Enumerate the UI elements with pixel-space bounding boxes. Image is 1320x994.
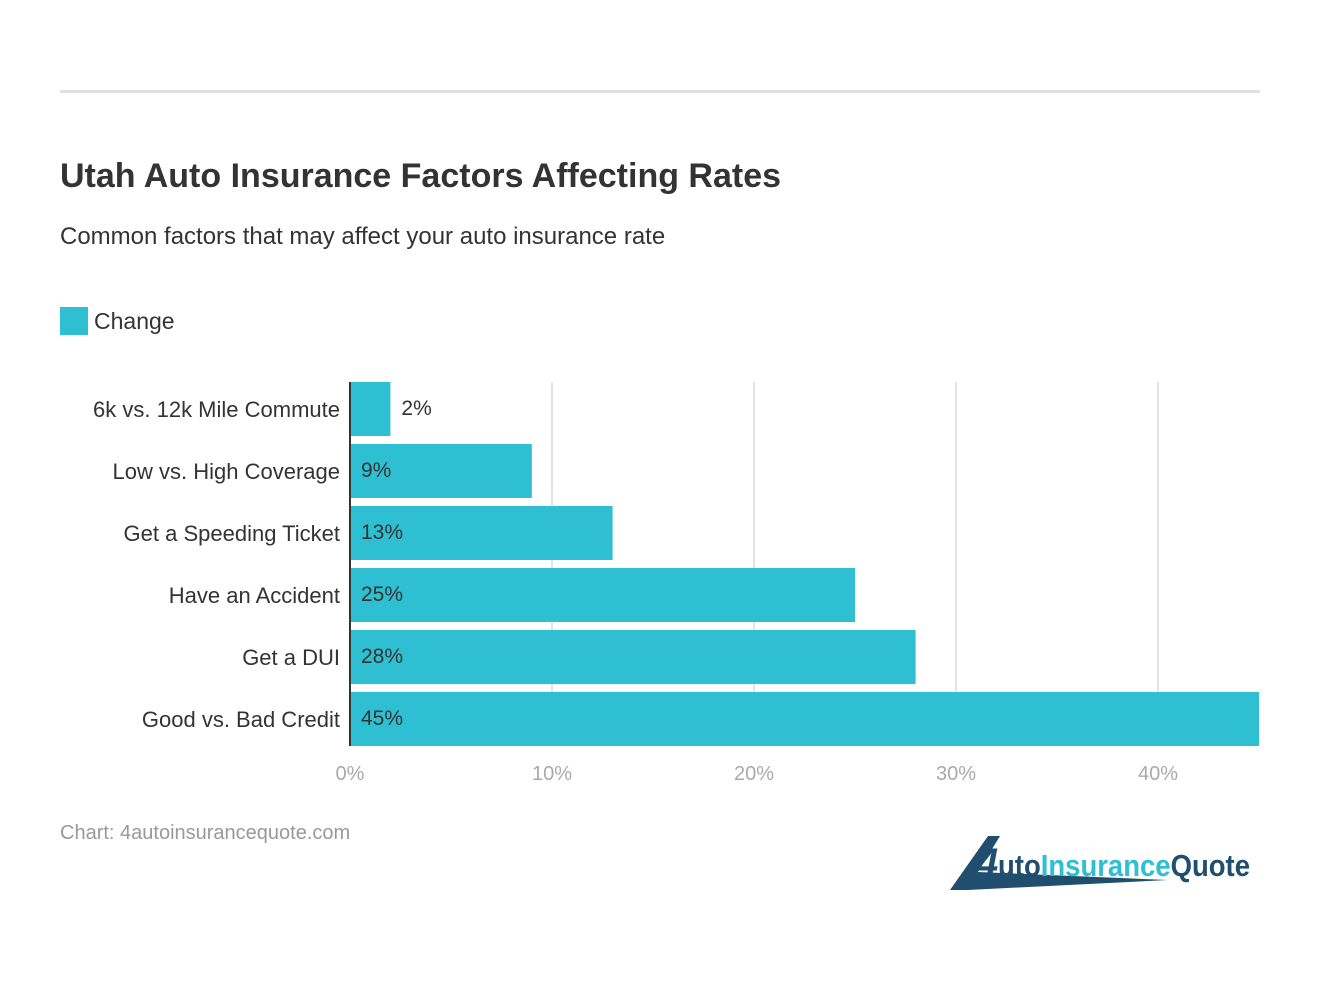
svg-text:4: 4: [975, 841, 998, 885]
legend-swatch: [60, 307, 88, 335]
bar: [350, 444, 532, 498]
bar: [350, 692, 1259, 746]
x-tick-label: 0%: [336, 763, 365, 785]
data-label: 13%: [361, 521, 403, 544]
bar: [350, 630, 916, 684]
category-label: 6k vs. 12k Mile Commute: [93, 397, 340, 422]
chart-title: Utah Auto Insurance Factors Affecting Ra…: [60, 157, 782, 195]
x-tick-label: 40%: [1138, 763, 1178, 785]
top-divider: [60, 90, 1260, 93]
category-label: Have an Accident: [169, 583, 340, 608]
category-label: Get a DUI: [242, 645, 340, 670]
bar: [350, 382, 391, 436]
bar: [350, 568, 855, 622]
legend-label: Change: [94, 307, 175, 334]
x-tick-label: 10%: [532, 763, 572, 785]
chart-subtitle: Common factors that may affect your auto…: [60, 223, 666, 250]
data-label: 28%: [361, 645, 403, 668]
svg-text:utoInsuranceQuote: utoInsuranceQuote: [998, 848, 1250, 883]
legend: Change: [60, 307, 175, 335]
category-label: Good vs. Bad Credit: [142, 707, 340, 732]
data-label: 25%: [361, 583, 403, 606]
category-label: Get a Speeding Ticket: [124, 521, 340, 546]
data-label: 9%: [361, 459, 391, 482]
chart-credit: Chart: 4autoinsurancequote.com: [60, 822, 351, 844]
x-tick-label: 30%: [936, 763, 976, 785]
brand-logo: 4 utoInsuranceQuote: [950, 836, 1250, 890]
bar: [350, 506, 613, 560]
data-label: 2%: [401, 397, 431, 420]
x-tick-label: 20%: [734, 763, 774, 785]
category-label: Low vs. High Coverage: [113, 459, 340, 484]
data-label: 45%: [361, 707, 403, 730]
